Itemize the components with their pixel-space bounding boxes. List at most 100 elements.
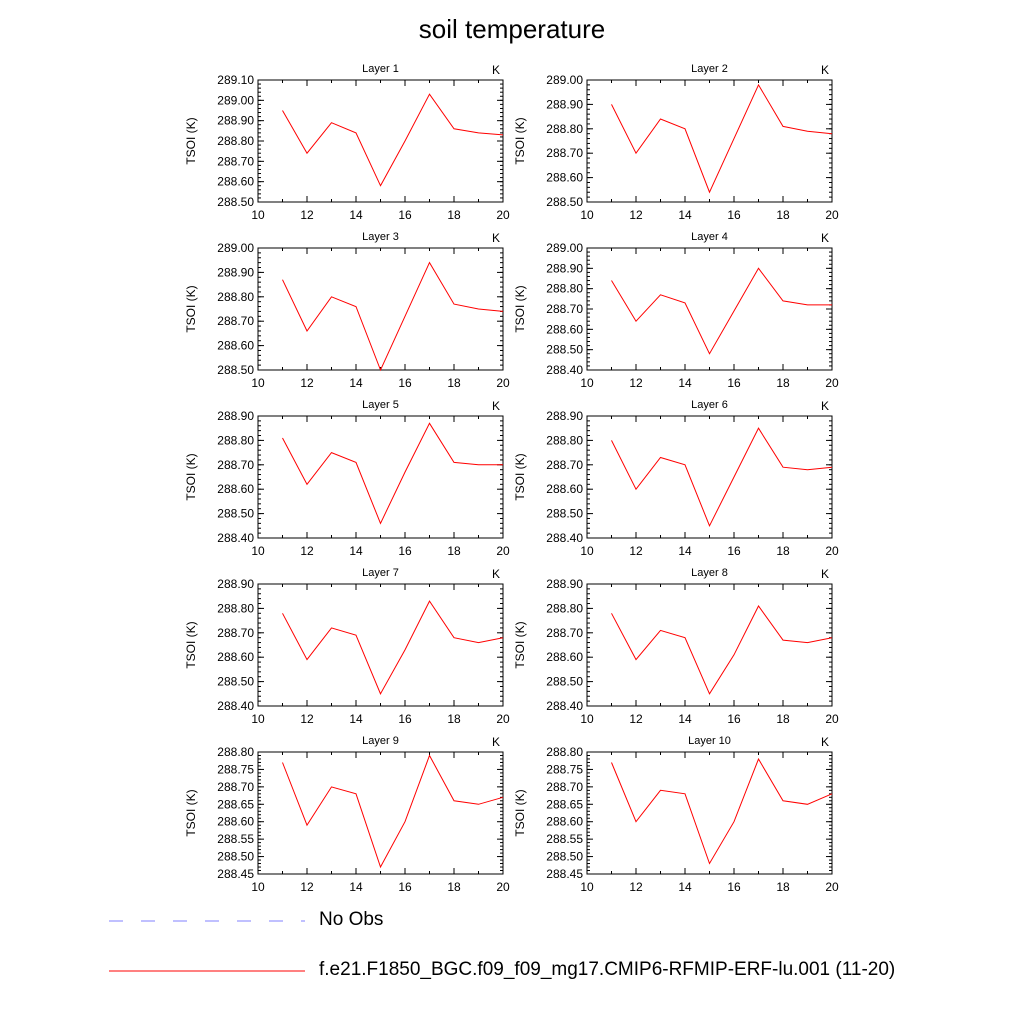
- y-tick-label: 288.80: [546, 745, 583, 759]
- x-tick-label: 12: [300, 208, 314, 222]
- units-label: K: [492, 231, 500, 245]
- y-tick-label: 288.70: [217, 626, 254, 640]
- y-tick-label: 288.70: [217, 458, 254, 472]
- y-axis-label: TSOI (K): [513, 117, 527, 164]
- y-axis-label: TSOI (K): [184, 453, 198, 500]
- series-line: [282, 93, 504, 187]
- y-tick-label: 288.60: [546, 322, 583, 336]
- x-tick-label: 16: [398, 376, 412, 390]
- y-axis-label: TSOI (K): [184, 117, 198, 164]
- y-tick-label: 288.90: [546, 261, 583, 275]
- y-tick-label: 288.90: [546, 409, 583, 423]
- x-tick-label: 10: [251, 880, 265, 894]
- y-tick-label: 288.70: [546, 626, 583, 640]
- x-tick-label: 12: [629, 544, 643, 558]
- y-tick-label: 289.10: [217, 73, 254, 87]
- plot-frame: [257, 79, 504, 203]
- x-tick-label: 14: [349, 712, 363, 726]
- y-tick-label: 288.50: [217, 675, 254, 689]
- x-tick-label: 10: [251, 544, 265, 558]
- y-tick-label: 288.70: [546, 458, 583, 472]
- x-tick-label: 14: [678, 208, 692, 222]
- plot-frame: [586, 79, 833, 203]
- y-tick-label: 288.40: [217, 699, 254, 713]
- x-tick-label: 10: [251, 376, 265, 390]
- x-tick-label: 18: [447, 544, 461, 558]
- units-label: K: [821, 399, 829, 413]
- x-tick-label: 16: [398, 880, 412, 894]
- series-line: [282, 422, 503, 525]
- panel-title: Layer 10: [688, 735, 731, 747]
- y-axis-label: TSOI (K): [513, 285, 527, 332]
- x-tick-label: 16: [727, 208, 741, 222]
- y-tick-label: 288.50: [546, 343, 583, 357]
- series-line: [611, 83, 833, 194]
- x-tick-label: 16: [727, 544, 741, 558]
- x-tick-label: 20: [825, 208, 839, 222]
- x-tick-label: 10: [251, 712, 265, 726]
- y-tick-label: 288.40: [217, 531, 254, 545]
- y-tick-label: 288.60: [546, 171, 583, 185]
- x-tick-label: 20: [496, 712, 510, 726]
- y-tick-label: 288.80: [217, 290, 254, 304]
- x-tick-label: 16: [398, 544, 412, 558]
- x-tick-label: 16: [398, 208, 412, 222]
- panel-layer-1: 10 12 14 16 18 20 288.50 288.60 288.70 288.80 288.…: [184, 63, 510, 222]
- units-label: K: [492, 399, 500, 413]
- y-tick-label: 288.60: [217, 339, 254, 353]
- x-tick-label: 12: [300, 712, 314, 726]
- y-tick-label: 288.90: [217, 114, 254, 128]
- y-tick-label: 288.90: [217, 409, 254, 423]
- units-label: K: [492, 735, 500, 749]
- y-tick-label: 288.90: [217, 577, 254, 591]
- legend-label-model-run: f.e21.F1850_BGC.f09_f09_mg17.CMIP6-RFMIP…: [319, 959, 896, 980]
- y-tick-label: 288.70: [546, 302, 583, 316]
- units-label: K: [821, 567, 829, 581]
- chart-title: soil temperature: [418, 14, 606, 44]
- y-tick-label: 288.50: [217, 507, 254, 521]
- y-tick-label: 288.60: [217, 650, 254, 664]
- series-line: [282, 600, 504, 695]
- x-tick-label: 12: [300, 544, 314, 558]
- x-tick-label: 18: [776, 376, 790, 390]
- x-tick-label: 18: [776, 544, 790, 558]
- y-tick-label: 288.40: [546, 699, 583, 713]
- panel-title: Layer 7: [362, 567, 399, 579]
- y-tick-label: 288.70: [217, 154, 254, 168]
- y-tick-label: 288.80: [546, 122, 583, 136]
- panel-title: Layer 5: [362, 399, 399, 411]
- x-tick-label: 20: [825, 712, 839, 726]
- x-tick-label: 20: [825, 376, 839, 390]
- y-tick-label: 288.40: [546, 531, 583, 545]
- x-tick-label: 16: [727, 712, 741, 726]
- y-tick-label: 288.70: [546, 146, 583, 160]
- series-line: [282, 261, 504, 372]
- x-tick-label: 10: [580, 376, 594, 390]
- y-tick-label: 288.55: [546, 832, 583, 846]
- y-axis-label: TSOI (K): [513, 789, 527, 836]
- y-tick-label: 288.80: [217, 433, 254, 447]
- y-tick-label: 288.40: [546, 363, 583, 377]
- panel-layer-7: 10 12 14 16 18 20 288.40 288.50 288.60 288.70 288.…: [184, 567, 510, 726]
- x-tick-label: 20: [496, 544, 510, 558]
- y-tick-label: 289.00: [546, 241, 583, 255]
- panel-layer-4: 10 12 14 16 18 20 288.40 288.50 288.60 288.70 288.…: [513, 231, 839, 390]
- plot-frame: [586, 415, 833, 539]
- series-line: [611, 605, 833, 695]
- x-tick-label: 18: [447, 208, 461, 222]
- panel-title: Layer 8: [691, 567, 728, 579]
- series-line: [611, 427, 833, 528]
- x-tick-label: 14: [678, 880, 692, 894]
- x-tick-label: 12: [300, 376, 314, 390]
- x-tick-label: 16: [727, 376, 741, 390]
- x-tick-label: 10: [580, 544, 594, 558]
- y-tick-label: 288.75: [217, 762, 254, 776]
- x-tick-label: 10: [580, 208, 594, 222]
- panel-title: Layer 4: [691, 231, 728, 243]
- y-tick-label: 288.60: [546, 815, 583, 829]
- y-tick-label: 288.60: [217, 482, 254, 496]
- x-tick-label: 14: [349, 376, 363, 390]
- x-tick-label: 14: [349, 208, 363, 222]
- y-tick-label: 288.70: [217, 780, 254, 794]
